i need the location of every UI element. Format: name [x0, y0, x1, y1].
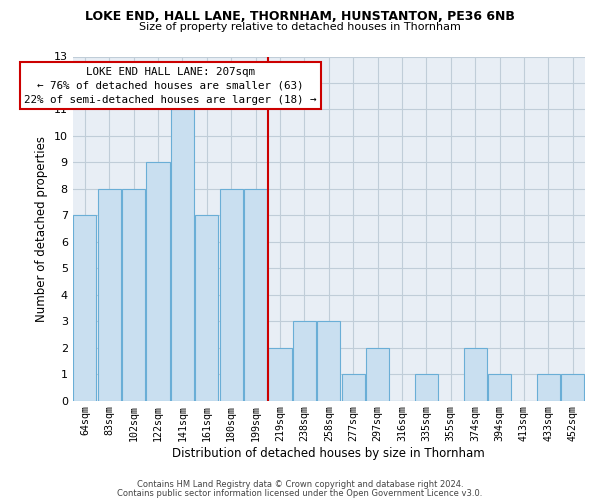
Bar [561, 374, 584, 400]
Bar [293, 321, 316, 400]
Bar [464, 348, 487, 401]
Bar [537, 374, 560, 400]
Bar [98, 189, 121, 400]
Bar [366, 348, 389, 401]
Y-axis label: Number of detached properties: Number of detached properties [35, 136, 48, 322]
Text: Size of property relative to detached houses in Thornham: Size of property relative to detached ho… [139, 22, 461, 32]
X-axis label: Distribution of detached houses by size in Thornham: Distribution of detached houses by size … [172, 447, 485, 460]
Bar [268, 348, 292, 401]
Text: LOKE END HALL LANE: 207sqm
← 76% of detached houses are smaller (63)
22% of semi: LOKE END HALL LANE: 207sqm ← 76% of deta… [24, 67, 317, 105]
Bar [415, 374, 438, 400]
Bar [341, 374, 365, 400]
Bar [195, 216, 218, 400]
Text: LOKE END, HALL LANE, THORNHAM, HUNSTANTON, PE36 6NB: LOKE END, HALL LANE, THORNHAM, HUNSTANTO… [85, 10, 515, 23]
Text: Contains public sector information licensed under the Open Government Licence v3: Contains public sector information licen… [118, 488, 482, 498]
Bar [122, 189, 145, 400]
Bar [244, 189, 267, 400]
Bar [146, 162, 170, 400]
Text: Contains HM Land Registry data © Crown copyright and database right 2024.: Contains HM Land Registry data © Crown c… [137, 480, 463, 489]
Bar [488, 374, 511, 400]
Bar [73, 216, 97, 400]
Bar [171, 110, 194, 401]
Bar [317, 321, 340, 400]
Bar [220, 189, 243, 400]
